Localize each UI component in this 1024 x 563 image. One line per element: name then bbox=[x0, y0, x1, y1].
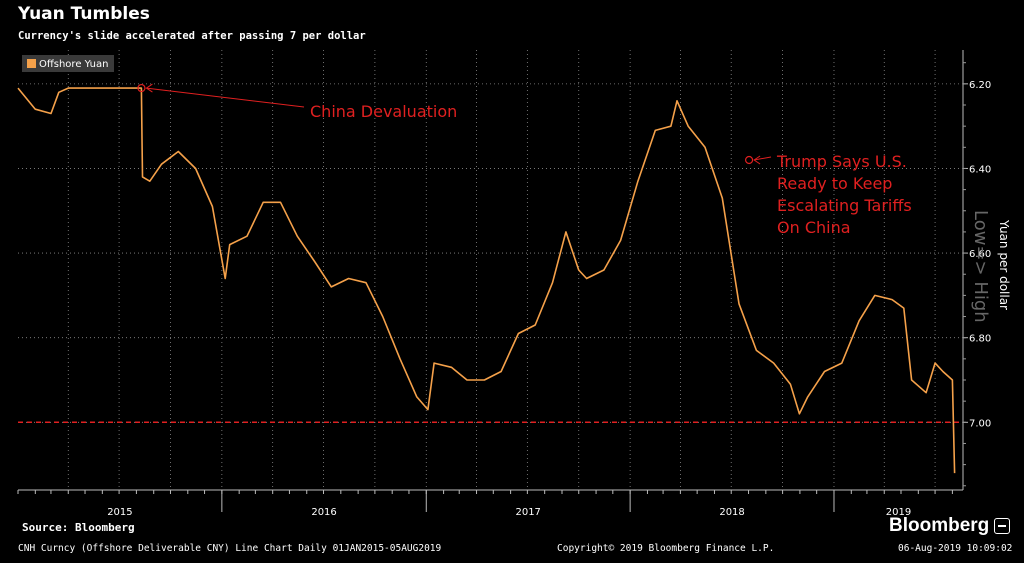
y-axis-direction-label: Low=> High bbox=[970, 210, 991, 323]
legend-swatch bbox=[27, 59, 36, 68]
y-tick-label: 6.60 bbox=[969, 249, 991, 260]
y-tick-label: 6.20 bbox=[969, 80, 991, 91]
timestamp: 06-Aug-2019 10:09:02 bbox=[898, 543, 1013, 554]
annotation-arrowhead bbox=[753, 155, 761, 165]
bloomberg-logo: Bloomberg bbox=[889, 515, 990, 536]
y-tick-label: 6.80 bbox=[969, 334, 991, 345]
chart-description: CNH Curncy (Offshore Deliverable CNY) Li… bbox=[18, 543, 442, 554]
annotation-arrow bbox=[146, 87, 305, 108]
chart-subtitle: Currency's slide accelerated after passi… bbox=[18, 30, 366, 42]
y-tick-label: 6.40 bbox=[969, 164, 991, 175]
x-tick-label: 2018 bbox=[719, 507, 744, 518]
x-tick-label: 2017 bbox=[515, 507, 540, 518]
bloomberg-terminal-icon bbox=[994, 518, 1010, 534]
annotation-marker bbox=[744, 155, 754, 165]
x-tick-label: 2016 bbox=[311, 507, 336, 518]
x-tick-label: 2015 bbox=[107, 507, 132, 518]
copyright-note: Copyright© 2019 Bloomberg Finance L.P. bbox=[557, 543, 775, 554]
y-tick-label: 7.00 bbox=[969, 418, 991, 429]
chart-title: Yuan Tumbles bbox=[18, 4, 150, 24]
y-axis-title: Yuan per dollar bbox=[997, 219, 1011, 310]
source-note: Source: Bloomberg bbox=[22, 521, 135, 534]
x-tick-label: 2019 bbox=[886, 507, 911, 518]
annotation-label: China Devaluation bbox=[310, 102, 457, 121]
legend-label: Offshore Yuan bbox=[39, 59, 108, 70]
annotation-marker bbox=[137, 83, 146, 93]
legend-box bbox=[22, 55, 114, 72]
annotation-arrowhead bbox=[145, 83, 153, 93]
annotation-label: Trump Says U.S. Ready to Keep Escalating T… bbox=[776, 152, 912, 237]
series-line-offshore-yuan bbox=[17, 87, 956, 474]
annotation-arrow bbox=[754, 156, 772, 161]
